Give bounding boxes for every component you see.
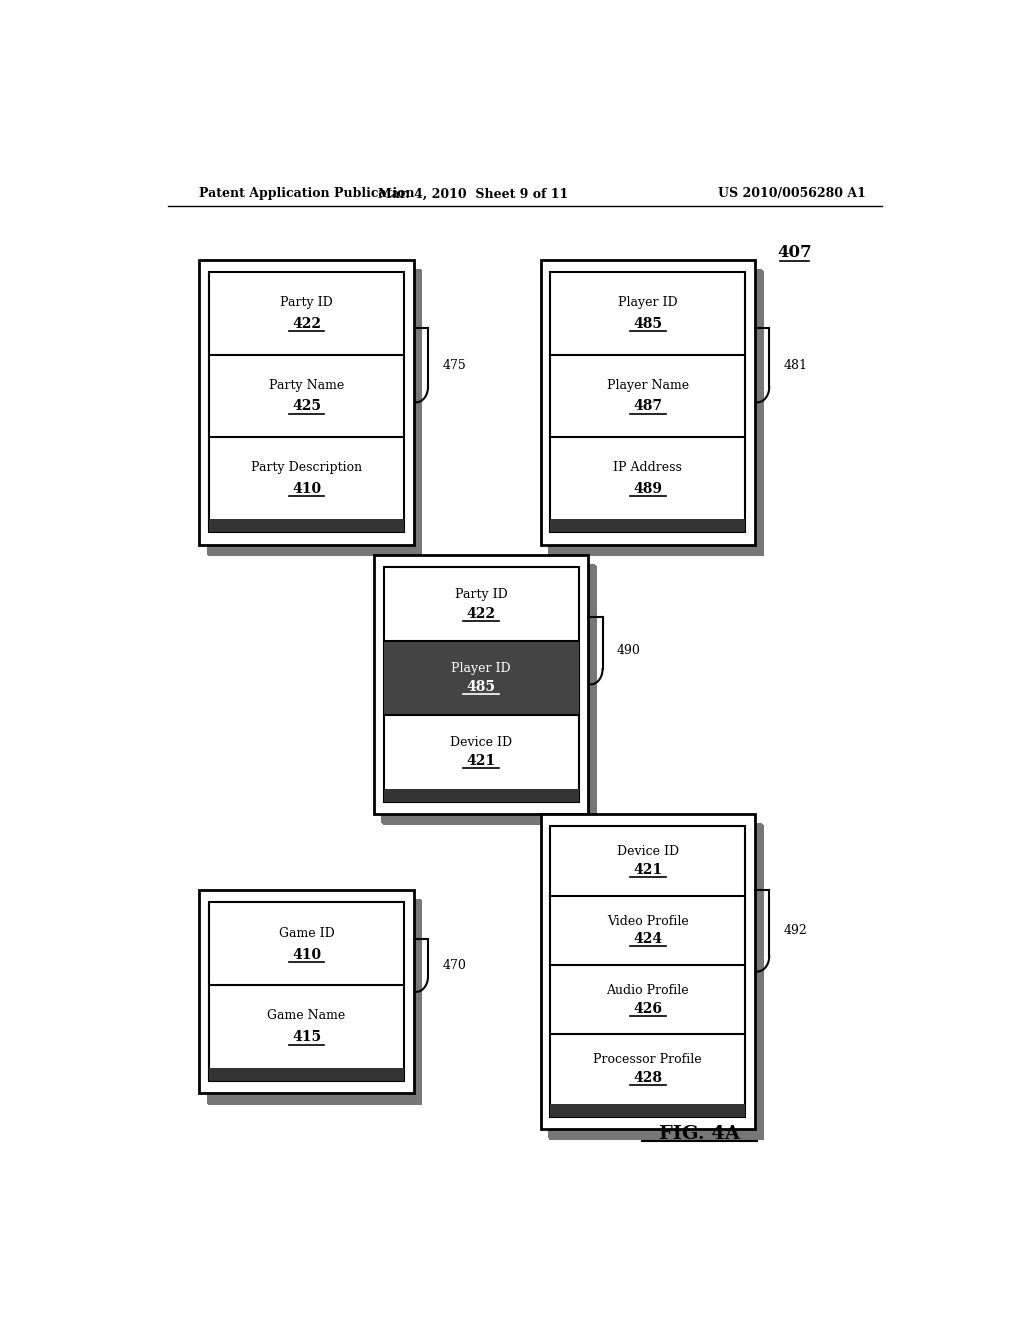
FancyBboxPatch shape	[209, 903, 404, 1081]
Text: Game Name: Game Name	[267, 1010, 346, 1023]
Text: 425: 425	[292, 400, 322, 413]
Text: Video Profile: Video Profile	[607, 915, 689, 928]
Text: Player ID: Player ID	[618, 296, 678, 309]
Text: Audio Profile: Audio Profile	[606, 985, 689, 997]
FancyBboxPatch shape	[550, 825, 764, 1140]
Text: 492: 492	[783, 924, 807, 937]
FancyBboxPatch shape	[548, 824, 762, 1138]
FancyBboxPatch shape	[381, 564, 595, 824]
Text: Party Description: Party Description	[251, 461, 362, 474]
Text: 424: 424	[633, 932, 663, 946]
Text: Player ID: Player ID	[452, 661, 511, 675]
Text: Device ID: Device ID	[451, 735, 512, 748]
Text: 485: 485	[467, 680, 496, 694]
Text: Patent Application Publication: Patent Application Publication	[200, 187, 415, 201]
FancyBboxPatch shape	[207, 269, 421, 554]
Text: 410: 410	[292, 482, 322, 496]
Text: 415: 415	[292, 1031, 322, 1044]
Text: 475: 475	[442, 359, 466, 372]
FancyBboxPatch shape	[548, 269, 762, 554]
Text: Player Name: Player Name	[607, 379, 689, 392]
Text: 481: 481	[783, 359, 808, 372]
FancyBboxPatch shape	[382, 565, 596, 824]
FancyBboxPatch shape	[541, 814, 755, 1129]
Text: Device ID: Device ID	[616, 845, 679, 858]
Text: US 2010/0056280 A1: US 2010/0056280 A1	[718, 187, 866, 201]
Text: 470: 470	[442, 958, 466, 972]
FancyBboxPatch shape	[207, 900, 422, 1104]
Text: Mar. 4, 2010  Sheet 9 of 11: Mar. 4, 2010 Sheet 9 of 11	[378, 187, 568, 201]
Text: Processor Profile: Processor Profile	[594, 1053, 702, 1067]
FancyBboxPatch shape	[383, 566, 597, 825]
Text: FIG. 4A: FIG. 4A	[658, 1125, 740, 1143]
FancyBboxPatch shape	[209, 1068, 404, 1081]
Text: Party Name: Party Name	[269, 379, 344, 392]
FancyBboxPatch shape	[550, 826, 745, 1117]
FancyBboxPatch shape	[550, 519, 745, 532]
Text: Game ID: Game ID	[279, 927, 335, 940]
FancyBboxPatch shape	[550, 1104, 745, 1117]
FancyBboxPatch shape	[541, 260, 755, 545]
Text: 422: 422	[467, 606, 496, 620]
Text: 489: 489	[633, 482, 663, 496]
FancyBboxPatch shape	[384, 568, 579, 801]
FancyBboxPatch shape	[550, 272, 745, 532]
FancyBboxPatch shape	[550, 271, 764, 556]
Text: 421: 421	[633, 863, 663, 876]
FancyBboxPatch shape	[207, 271, 422, 554]
FancyBboxPatch shape	[208, 902, 423, 1105]
FancyBboxPatch shape	[200, 890, 414, 1093]
Text: 490: 490	[616, 644, 641, 657]
FancyBboxPatch shape	[384, 640, 579, 714]
FancyBboxPatch shape	[549, 824, 763, 1139]
Text: IP Address: IP Address	[613, 461, 682, 474]
Text: 407: 407	[777, 244, 812, 261]
Text: Party ID: Party ID	[281, 296, 333, 309]
Text: 426: 426	[633, 1002, 663, 1015]
Text: 410: 410	[292, 948, 322, 961]
Text: 422: 422	[292, 317, 322, 331]
Text: Party ID: Party ID	[455, 587, 508, 601]
Text: 428: 428	[633, 1071, 663, 1085]
FancyBboxPatch shape	[384, 788, 579, 801]
FancyBboxPatch shape	[549, 271, 763, 554]
Text: 421: 421	[467, 754, 496, 768]
Text: 485: 485	[633, 317, 663, 331]
FancyBboxPatch shape	[200, 260, 414, 545]
FancyBboxPatch shape	[208, 271, 423, 556]
FancyBboxPatch shape	[209, 272, 404, 532]
FancyBboxPatch shape	[207, 899, 421, 1102]
Text: 487: 487	[633, 400, 663, 413]
FancyBboxPatch shape	[209, 519, 404, 532]
FancyBboxPatch shape	[374, 554, 588, 814]
